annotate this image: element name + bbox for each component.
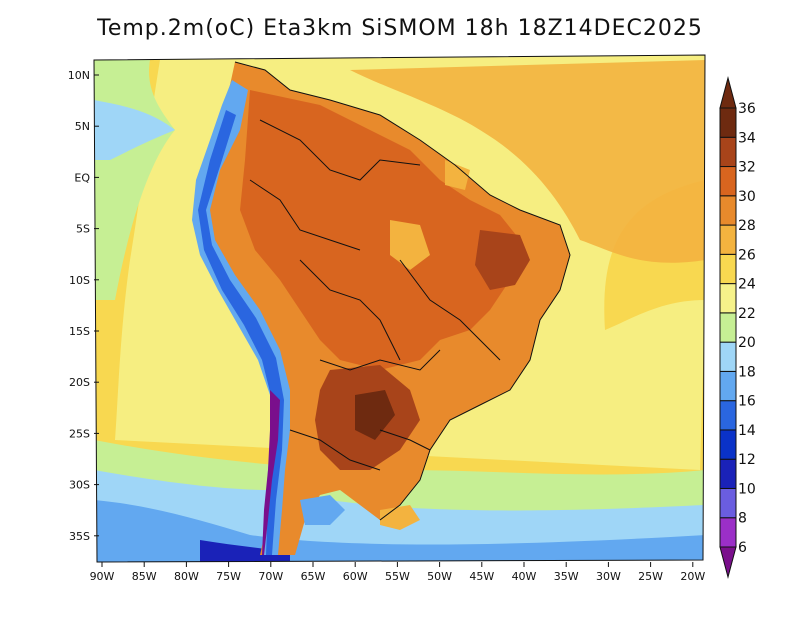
colorbar-label: 32	[738, 160, 756, 176]
lon-label: 45W	[469, 570, 494, 583]
chaco-hottest-core	[355, 390, 395, 440]
colorbar-label: 34	[738, 130, 756, 146]
colorbar-segment	[719, 458, 737, 489]
lon-label: 35W	[554, 570, 579, 583]
lat-label: 5S	[76, 223, 90, 236]
colorbar-segment	[719, 136, 737, 168]
chart-title: Temp.2m(oC) Eta3km SiSMOM 18h 18Z14DEC20…	[97, 16, 703, 41]
southern-cold-band	[94, 500, 705, 562]
lat-label: 20S	[69, 376, 90, 389]
colorbar-segment	[719, 224, 737, 255]
lon-label: 80W	[174, 570, 199, 583]
colorbar-segment	[719, 312, 737, 343]
colorbar-label: 22	[738, 306, 756, 322]
amazon-cooler-spot	[445, 160, 470, 190]
lon-label: 30W	[596, 570, 621, 583]
colorbar-label: 24	[738, 277, 756, 293]
colorbar-label: 10	[738, 481, 756, 497]
southern-coldest-patch	[200, 540, 290, 562]
andes-coldest-strip	[262, 390, 280, 555]
lat-label: EQ	[74, 171, 90, 184]
lon-label: 25W	[638, 570, 663, 583]
country-borders	[234, 61, 571, 521]
colorbar-segment	[719, 370, 737, 402]
lon-label: 70W	[258, 570, 283, 583]
atlantic-warm-region	[350, 60, 705, 263]
lon-label: 20W	[680, 570, 705, 583]
colorbar-label: 36	[738, 101, 756, 117]
colorbar-segment	[719, 166, 737, 197]
lon-label: 90W	[90, 570, 115, 583]
colorbar-label: 30	[738, 189, 756, 205]
colorbar-segment	[719, 253, 737, 285]
patagonia-cool-patch	[300, 495, 345, 525]
colorbar-segment	[719, 487, 737, 519]
colorbar-segment	[719, 283, 737, 314]
colorbar-label: 6	[738, 540, 747, 556]
colorbar-label: 8	[738, 511, 747, 527]
colorbar-segment	[719, 429, 737, 460]
colorbar-top-arrow	[719, 76, 737, 109]
colorbar-label: 20	[738, 335, 756, 351]
colorbar-label: 14	[738, 423, 756, 439]
lon-label: 50W	[427, 570, 452, 583]
colorbar-label: 26	[738, 247, 756, 263]
lat-label: 30S	[69, 479, 90, 492]
lon-label: 40W	[512, 570, 537, 583]
lat-label: 35S	[69, 530, 90, 543]
map-frame	[93, 54, 706, 563]
lat-label: 5N	[75, 120, 90, 133]
colorbar-segment	[719, 400, 737, 431]
colorbar-segment	[719, 341, 737, 372]
lon-label: 55W	[385, 570, 410, 583]
lon-label: 60W	[343, 570, 368, 583]
interior-hot-region	[240, 90, 520, 370]
pacific-cold-patch	[94, 100, 175, 160]
colorbar-segment	[719, 517, 737, 548]
colorbar-bottom-arrow	[719, 546, 737, 579]
colorbar-segment	[719, 195, 737, 226]
lat-label: 15S	[69, 325, 90, 338]
lon-label: 75W	[216, 570, 241, 583]
colorbar-label: 16	[738, 394, 756, 410]
colorbar: 6 8 10 12 14 16 18 20 22 24 26 28 30 32 34 36	[719, 76, 756, 579]
lon-label: 65W	[301, 570, 326, 583]
lat-label: 25S	[69, 427, 90, 440]
lat-label: 10S	[69, 274, 90, 287]
central-cooler-spot	[390, 220, 430, 270]
colorbar-segment	[719, 107, 737, 138]
northeast-hot-region	[475, 230, 530, 290]
colorbar-label: 28	[738, 218, 756, 234]
rio-de-la-plata-area	[380, 505, 420, 530]
colorbar-label: 12	[738, 452, 756, 468]
lat-label: 10N	[68, 69, 90, 82]
colorbar-label: 18	[738, 364, 756, 380]
lon-label: 85W	[132, 570, 157, 583]
